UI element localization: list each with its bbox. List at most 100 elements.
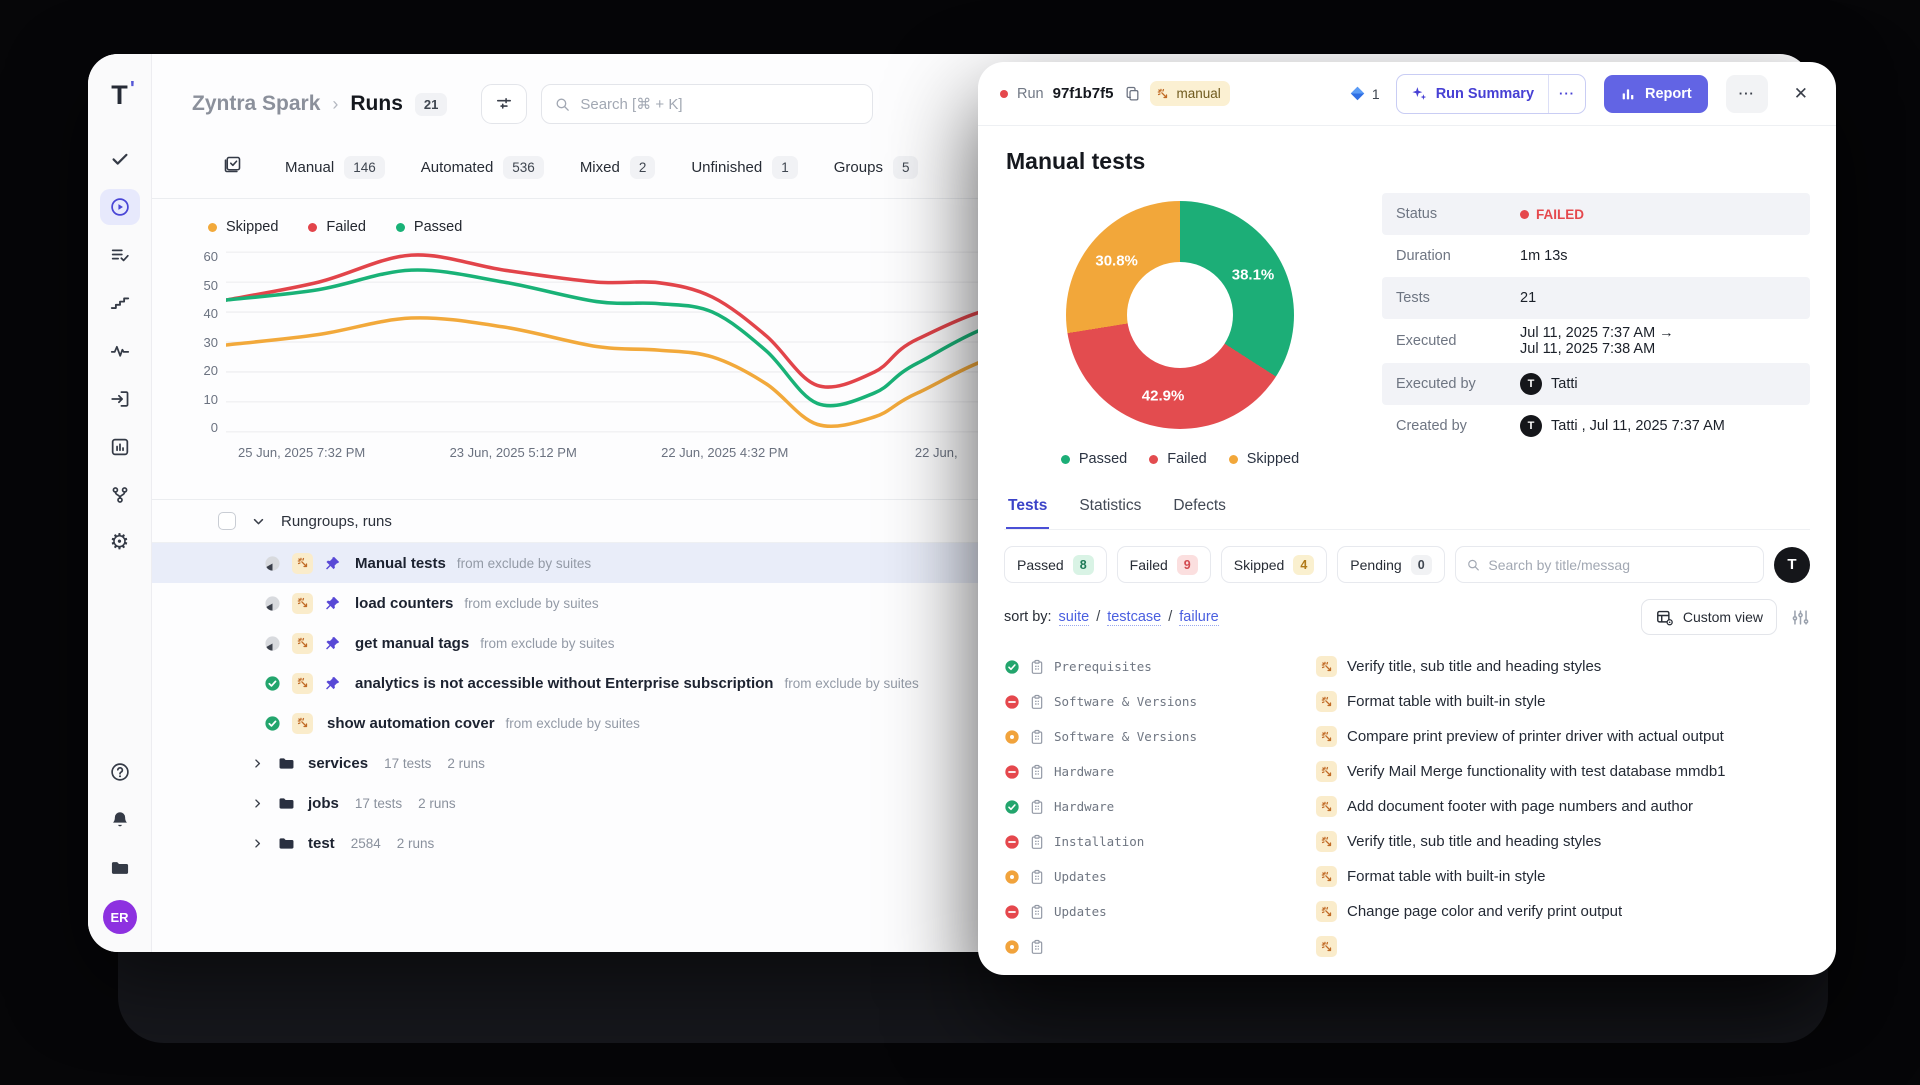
account-avatar[interactable]: T	[1774, 547, 1810, 583]
tab-unfinished[interactable]: Unfinished1	[691, 156, 797, 179]
test-title[interactable]: Verify title, sub title and heading styl…	[1347, 833, 1601, 850]
sort-by-suite[interactable]: suite	[1059, 609, 1090, 626]
sort-by-testcase[interactable]: testcase	[1107, 609, 1161, 626]
version-indicator[interactable]: 1	[1349, 85, 1380, 102]
run-title[interactable]: analytics is not accessible without Ente…	[355, 675, 773, 692]
sidebar-item-projects[interactable]	[100, 850, 140, 886]
tab-groups[interactable]: Groups5	[834, 156, 919, 179]
sidebar-item-import[interactable]	[100, 381, 140, 417]
filter-pending[interactable]: Pending0	[1337, 546, 1444, 583]
filter-passed[interactable]: Passed8	[1004, 546, 1107, 583]
test-title[interactable]: Change page color and verify print outpu…	[1347, 903, 1622, 920]
report-button[interactable]: Report	[1604, 75, 1708, 113]
select-all-checkbox[interactable]	[218, 512, 236, 530]
custom-view-button[interactable]: Custom view	[1641, 599, 1777, 635]
sort-by-failure[interactable]: failure	[1179, 609, 1219, 626]
sidebar-item-reports[interactable]	[100, 429, 140, 465]
run-source: from exclude by suites	[784, 676, 918, 691]
run-summary-button[interactable]: Run Summary ···	[1396, 74, 1586, 114]
sidebar-item-help[interactable]	[100, 754, 140, 790]
chevron-right-icon[interactable]	[250, 836, 265, 851]
app-logo[interactable]: T'	[111, 80, 128, 111]
sidebar-item-tests[interactable]	[100, 141, 140, 177]
sidebar-item-branches[interactable]	[100, 477, 140, 513]
filter-button[interactable]	[481, 84, 527, 124]
test-row[interactable]: Updates Format table with built-in style	[1004, 859, 1810, 894]
tab-defects[interactable]: Defects	[1171, 489, 1228, 529]
tab-automated[interactable]: Automated536	[421, 156, 544, 179]
test-search-input[interactable]	[1488, 557, 1753, 573]
close-button[interactable]: ✕	[1788, 80, 1814, 108]
sliders-icon[interactable]	[1791, 608, 1810, 627]
tab-mixed[interactable]: Mixed2	[580, 156, 656, 179]
test-title[interactable]: Compare print preview of printer driver …	[1347, 728, 1724, 745]
test-row[interactable]: Software & Versions Compare print previe…	[1004, 719, 1810, 754]
folder-title[interactable]: jobs	[308, 795, 339, 812]
test-row[interactable]: Hardware Add document footer with page n…	[1004, 789, 1810, 824]
test-row[interactable]: Software & Versions Format table with bu…	[1004, 684, 1810, 719]
run-title[interactable]: get manual tags	[355, 635, 469, 652]
clipboard-icon	[1029, 694, 1045, 710]
run-title[interactable]: load counters	[355, 595, 453, 612]
breadcrumb-project[interactable]: Zyntra Spark	[192, 92, 320, 116]
folder-title[interactable]: services	[308, 755, 368, 772]
test-title[interactable]: Format table with built-in style	[1347, 693, 1545, 710]
status-skipped-icon	[1004, 729, 1020, 745]
run-summary-more-button[interactable]: ···	[1548, 75, 1585, 113]
filter-skipped[interactable]: Skipped4	[1221, 546, 1328, 583]
more-actions-button[interactable]: ···	[1726, 75, 1768, 113]
runs-count-badge: 21	[415, 93, 447, 116]
test-title[interactable]: Verify title, sub title and heading styl…	[1347, 658, 1601, 675]
test-row[interactable]: Prerequisites Verify title, sub title an…	[1004, 649, 1810, 684]
donut-legend: Passed Failed Skipped	[1061, 451, 1299, 467]
test-row[interactable]: Hardware Verify Mail Merge functionality…	[1004, 754, 1810, 789]
sort-controls: sort by: suite / testcase / failure Cust…	[1004, 599, 1810, 635]
chevron-down-icon[interactable]	[250, 513, 267, 530]
clipboard-icon	[1029, 659, 1045, 675]
copy-icon[interactable]	[1124, 85, 1141, 102]
test-row[interactable]	[1004, 929, 1810, 964]
tab-tests[interactable]: Tests	[1006, 489, 1049, 529]
clipboard-icon	[1029, 834, 1045, 850]
manual-badge[interactable]: manual	[1150, 81, 1229, 106]
steps-icon	[109, 292, 131, 314]
help-icon	[109, 761, 131, 783]
folder-icon	[277, 754, 296, 773]
select-all-icon[interactable]	[222, 154, 243, 180]
user-avatar[interactable]: ER	[103, 900, 137, 934]
test-row[interactable]: Installation Verify title, sub title and…	[1004, 824, 1810, 859]
y-axis: 6050 4030 2010 0	[192, 249, 226, 435]
clipboard-icon	[1029, 869, 1045, 885]
manual-test-icon	[1316, 936, 1337, 957]
search-bar[interactable]	[541, 84, 873, 124]
sidebar-item-runs[interactable]	[100, 189, 140, 225]
failed-dot-icon	[308, 223, 317, 232]
pin-icon	[324, 555, 341, 572]
folder-tests-count: 17 tests	[384, 756, 431, 771]
sidebar-item-activity[interactable]	[100, 333, 140, 369]
run-title[interactable]: show automation cover	[327, 715, 495, 732]
tab-statistics[interactable]: Statistics	[1077, 489, 1143, 529]
test-title[interactable]: Verify Mail Merge functionality with tes…	[1347, 763, 1726, 780]
sidebar-item-steps[interactable]	[100, 285, 140, 321]
sidebar-item-notifications[interactable]	[100, 802, 140, 838]
chevron-right-icon[interactable]	[250, 796, 265, 811]
manual-test-icon	[1316, 796, 1337, 817]
folder-title[interactable]: test	[308, 835, 335, 852]
folder-icon	[277, 834, 296, 853]
manual-test-icon	[1316, 901, 1337, 922]
test-row[interactable]: Updates Change page color and verify pri…	[1004, 894, 1810, 929]
test-title[interactable]: Format table with built-in style	[1347, 868, 1545, 885]
check-icon	[109, 148, 131, 170]
sidebar-item-plans[interactable]	[100, 237, 140, 273]
filter-failed[interactable]: Failed9	[1117, 546, 1211, 583]
test-title[interactable]: Add document footer with page numbers an…	[1347, 798, 1693, 815]
test-search-bar[interactable]	[1455, 546, 1764, 583]
sidebar-item-settings[interactable]: ⚙	[100, 525, 140, 561]
tab-manual[interactable]: Manual146	[285, 156, 385, 179]
run-title[interactable]: Manual tests	[355, 555, 446, 572]
sparkles-icon	[1411, 85, 1428, 102]
search-input[interactable]	[580, 96, 860, 113]
chevron-right-icon[interactable]	[250, 756, 265, 771]
status-failed-icon	[1004, 834, 1020, 850]
